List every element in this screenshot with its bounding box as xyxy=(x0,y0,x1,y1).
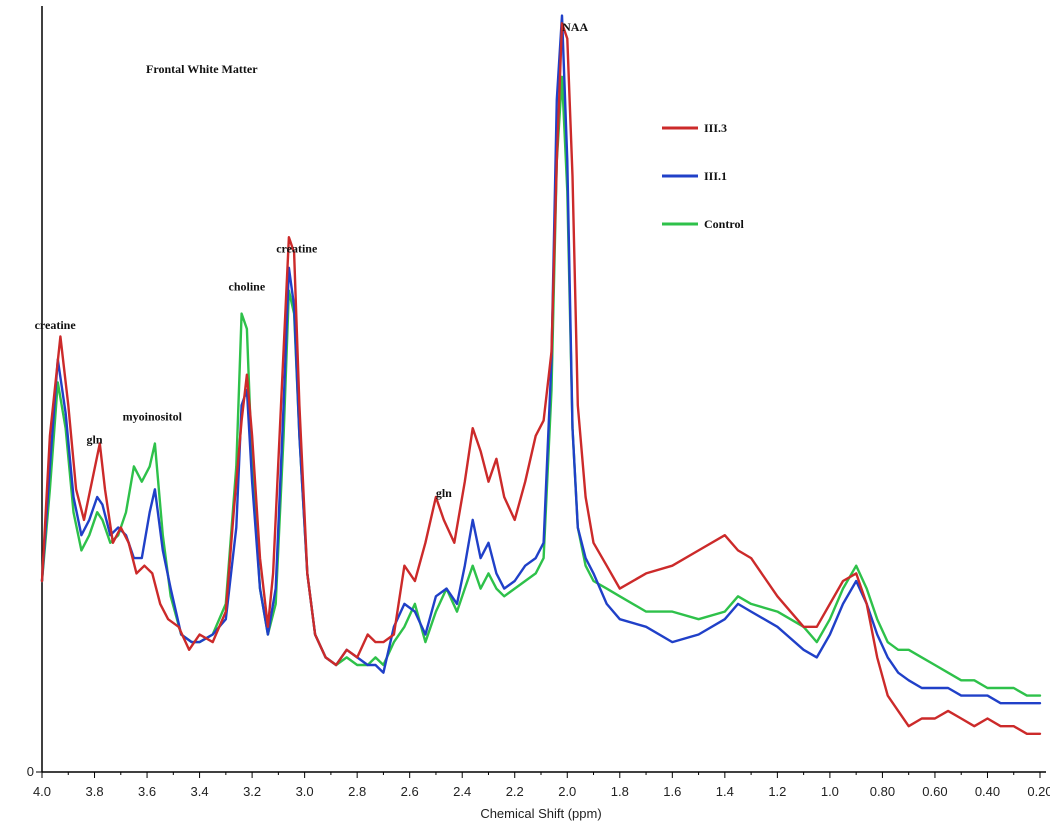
x-tick-label: 1.4 xyxy=(716,784,734,799)
peak-annotation: NAA xyxy=(562,20,588,34)
series-line-iii-3 xyxy=(40,22,1042,735)
x-tick-label: 0.60 xyxy=(922,784,947,799)
chart-axes: 4.0 3.8 3.6 3.4 3.2 3.0 2.8 2.6 2.4 2.2 2.0 1.8 1.6 1… xyxy=(27,6,1050,799)
x-tick-label: 0.40 xyxy=(975,784,1000,799)
legend-label: Control xyxy=(704,217,744,231)
peak-annotation: creatine xyxy=(35,318,77,332)
x-tick-label: 3.2 xyxy=(243,784,261,799)
x-tick-label: 0.80 xyxy=(870,784,895,799)
legend: III.3 III.1 Control xyxy=(662,121,744,231)
peak-annotation: creatine xyxy=(276,241,318,255)
x-tick-label: 3.8 xyxy=(85,784,103,799)
x-tick-label: 2.2 xyxy=(506,784,524,799)
x-tick-label: 2.4 xyxy=(453,784,471,799)
x-tick-label: 3.4 xyxy=(191,784,209,799)
x-tick-label: 4.0 xyxy=(33,784,51,799)
x-tick-label: 1.0 xyxy=(821,784,839,799)
x-tick-label: 0.20 xyxy=(1027,784,1050,799)
x-tick-label: 3.6 xyxy=(138,784,156,799)
x-tick-label: 1.2 xyxy=(768,784,786,799)
peak-annotation: myoinositol xyxy=(123,410,183,424)
chart-title: Frontal White Matter xyxy=(146,62,258,76)
x-tick-label: 2.8 xyxy=(348,784,366,799)
series-line-control xyxy=(40,75,1042,697)
x-tick-label: 1.6 xyxy=(663,784,681,799)
x-axis-title: Chemical Shift (ppm) xyxy=(480,806,601,821)
x-tick-label: 2.6 xyxy=(401,784,419,799)
annotation-layer: creatine gln myoinositol choline creatine gln… xyxy=(35,20,589,500)
peak-annotation: choline xyxy=(229,280,266,294)
peak-annotation: gln xyxy=(436,486,452,500)
legend-label: III.3 xyxy=(704,121,727,135)
series-layer xyxy=(40,14,1042,735)
legend-label: III.1 xyxy=(704,169,727,183)
x-tick-label: 1.8 xyxy=(611,784,629,799)
y-tick-label: 0 xyxy=(27,764,34,779)
x-tick-label: 2.0 xyxy=(558,784,576,799)
peak-annotation: gln xyxy=(87,432,103,446)
x-tick-label: 3.0 xyxy=(296,784,314,799)
series-line-iii-1 xyxy=(40,14,1042,705)
